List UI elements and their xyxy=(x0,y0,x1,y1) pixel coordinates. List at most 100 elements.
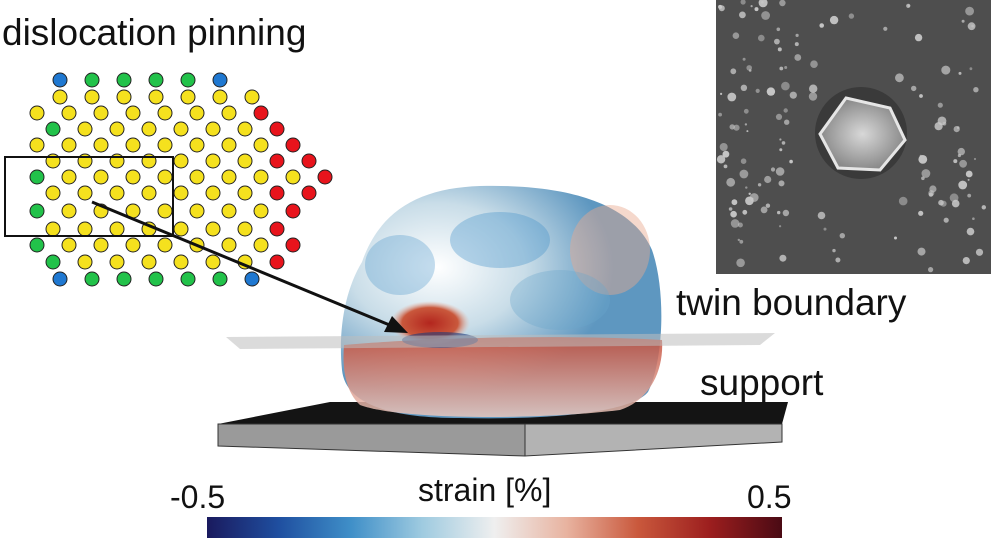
sem-particle xyxy=(770,167,776,172)
sem-particle xyxy=(723,164,728,169)
sem-nanoparticle xyxy=(818,96,907,172)
lattice-atom xyxy=(93,169,109,185)
pinning-arrow xyxy=(91,200,408,333)
sem-particle xyxy=(835,257,841,263)
lattice-atom xyxy=(212,271,228,287)
sem-particle xyxy=(732,32,740,39)
sem-particle xyxy=(951,199,960,208)
sem-particle xyxy=(758,0,768,8)
lattice-atom xyxy=(45,121,61,137)
lattice-atom xyxy=(109,121,125,137)
sem-particle xyxy=(784,119,790,125)
sem-particle xyxy=(937,102,943,108)
lattice-atom xyxy=(148,271,164,287)
sem-particle xyxy=(783,108,788,113)
lattice-atom xyxy=(61,203,77,219)
sem-particle xyxy=(898,196,908,206)
sem-particle xyxy=(745,196,754,206)
lattice-atom xyxy=(205,153,221,169)
lattice-atom xyxy=(189,137,205,153)
sem-particle xyxy=(730,219,740,228)
sem-particle xyxy=(981,205,986,210)
lattice-atom xyxy=(237,221,253,237)
lattice-atom xyxy=(148,72,164,88)
sem-particle xyxy=(730,68,737,75)
lattice-atom xyxy=(157,137,173,153)
sem-particle xyxy=(720,92,723,95)
lattice-atom xyxy=(84,72,100,88)
sem-particle xyxy=(731,199,738,206)
sem-particle xyxy=(754,7,759,12)
lattice-atom xyxy=(125,105,141,121)
sem-particle xyxy=(965,170,973,178)
sem-particle xyxy=(957,147,965,156)
sem-particle xyxy=(810,60,818,68)
sem-particle xyxy=(819,23,824,28)
lattice-atom xyxy=(52,89,68,105)
lattice-atom xyxy=(253,137,269,153)
lattice-atom xyxy=(29,203,45,219)
nanoparticle-3d xyxy=(340,185,663,419)
sem-particle xyxy=(940,200,947,207)
twin-boundary-plane xyxy=(226,333,775,349)
lattice-atom xyxy=(125,237,141,253)
support-label: support xyxy=(700,362,824,403)
lattice-atom xyxy=(301,153,317,169)
lattice-atom xyxy=(157,203,173,219)
sem-particle xyxy=(962,257,970,265)
lattice-atom xyxy=(77,254,93,270)
lattice-atom xyxy=(269,221,285,237)
colorbar-max-label: 0.5 xyxy=(747,479,792,515)
lattice-atom xyxy=(148,89,164,105)
lattice-atom xyxy=(189,169,205,185)
sem-particle xyxy=(777,210,781,215)
lattice-atom xyxy=(205,185,221,201)
colorbar-min-label: -0.5 xyxy=(170,479,226,515)
sem-particle xyxy=(764,175,772,184)
sem-particle xyxy=(736,258,745,268)
sem-particle xyxy=(761,11,770,20)
lattice-atom xyxy=(285,137,301,153)
lattice-atom xyxy=(205,254,221,270)
sem-particle xyxy=(779,254,787,262)
sem-particle xyxy=(748,69,752,72)
sem-particle xyxy=(961,19,965,23)
sem-particle xyxy=(739,11,746,19)
lattice-atom xyxy=(221,105,237,121)
lattice-atom xyxy=(269,121,285,137)
lattice-atom xyxy=(77,121,93,137)
lattice-atom xyxy=(93,137,109,153)
sem-particle xyxy=(941,65,951,75)
sem-particle xyxy=(967,22,976,31)
lattice-atom xyxy=(221,203,237,219)
lattice-atom xyxy=(61,137,77,153)
lattice-atom xyxy=(173,185,189,201)
sem-particle xyxy=(739,169,749,179)
sem-particle xyxy=(718,112,722,117)
lattice-atom xyxy=(45,254,61,270)
lattice-atom xyxy=(173,221,189,237)
sem-particle xyxy=(918,210,924,216)
selection-box xyxy=(4,156,174,237)
lattice-atom xyxy=(253,203,269,219)
sem-particle xyxy=(781,141,786,145)
sem-particle xyxy=(727,92,737,102)
dislocation-pinning-label: dislocation pinning xyxy=(2,12,307,53)
sem-particle xyxy=(973,87,979,93)
lattice-atom xyxy=(212,89,228,105)
sem-particle xyxy=(906,3,911,8)
atomic-lattice xyxy=(29,72,333,287)
lattice-atom xyxy=(173,121,189,137)
sem-particle xyxy=(742,57,746,61)
sem-particle xyxy=(777,47,782,52)
lattice-atom xyxy=(269,185,285,201)
lattice-atom xyxy=(301,185,317,201)
lattice-atom xyxy=(189,105,205,121)
sem-particle xyxy=(794,54,802,61)
sem-particle xyxy=(914,33,923,42)
lattice-atom xyxy=(109,185,125,201)
sem-particle xyxy=(965,6,974,16)
sem-particle xyxy=(726,177,736,187)
sem-particle xyxy=(778,180,785,187)
lattice-atom xyxy=(221,237,237,253)
